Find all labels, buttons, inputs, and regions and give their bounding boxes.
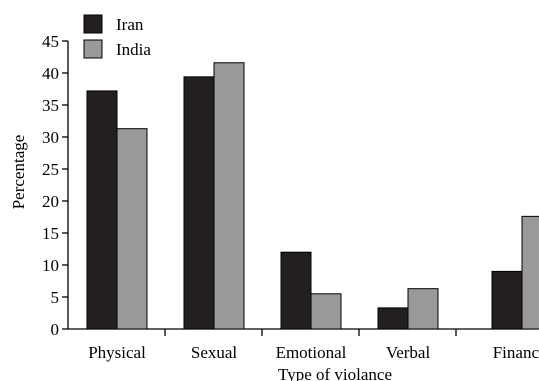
y-tick-label: 20	[42, 192, 59, 211]
bar-iran-financia	[491, 270, 523, 330]
y-tick-label: 35	[42, 96, 59, 115]
x-tick-label: Financia	[493, 343, 539, 362]
bar-iran-physical	[86, 90, 118, 330]
legend-swatch-india	[83, 39, 103, 59]
bar-india-physical	[116, 128, 148, 330]
y-axis-label: Percentage	[9, 135, 28, 210]
bar-india-sexual	[213, 62, 245, 330]
x-tick-label: Physical	[88, 343, 146, 362]
y-tick-label: 5	[51, 288, 60, 307]
y-tick-label: 15	[42, 224, 59, 243]
bar-iran-sexual	[183, 76, 215, 330]
legend-label-india: India	[116, 40, 151, 59]
x-tick-label: Sexual	[191, 343, 238, 362]
y-tick-label: 40	[42, 64, 59, 83]
x-axis-label: Type of violance	[278, 365, 392, 381]
legend-label-iran: Iran	[116, 15, 144, 34]
bar-iran-emotional	[280, 251, 312, 330]
bar-iran-verbal	[377, 307, 409, 330]
y-tick-label: 10	[42, 256, 59, 275]
y-tick-label: 30	[42, 128, 59, 147]
y-tick-label: 45	[42, 32, 59, 51]
x-tick-label: Verbal	[386, 343, 431, 362]
legend-swatch-iran	[83, 14, 103, 34]
bar-india-emotional	[310, 293, 342, 330]
bar-india-financia	[521, 215, 539, 330]
y-axis: 0 5 10 15 20 25 30 35 40 45	[42, 32, 69, 339]
x-axis: Physical Sexual Emotional Verbal Financia	[68, 328, 539, 362]
bar-india-verbal	[407, 288, 439, 330]
bars	[86, 62, 539, 330]
y-tick-label: 0	[51, 320, 60, 339]
x-tick-label: Emotional	[276, 343, 347, 362]
legend: Iran India	[83, 14, 151, 59]
y-tick-label: 25	[42, 160, 59, 179]
